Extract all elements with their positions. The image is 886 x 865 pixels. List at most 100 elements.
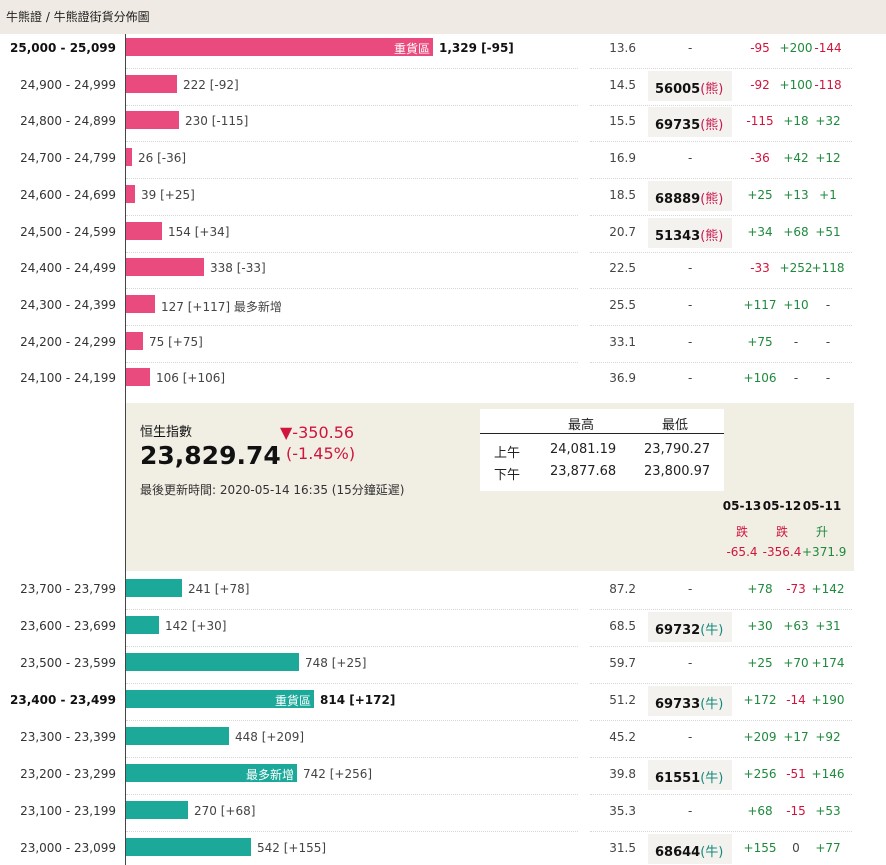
bull-bar[interactable] (126, 801, 188, 819)
am-low: 23,790.27 (644, 442, 711, 457)
row-separator (126, 757, 578, 758)
warrant-code[interactable]: 69732(牛) (655, 619, 723, 638)
warrant-code[interactable]: 61551(牛) (655, 767, 723, 786)
distribution-row[interactable]: 24,700 - 24,799 26 [-36] 16.9 - -36 +42 +12 (0, 148, 886, 167)
outstanding-count: 748 [+25] (305, 656, 367, 670)
am-high: 24,081.19 (550, 442, 617, 457)
distribution-row[interactable]: 24,100 - 24,199 106 [+106] 36.9 - +106 - - (0, 368, 886, 387)
warrant-code[interactable]: 68889(熊) (655, 188, 723, 207)
bull-bar[interactable] (126, 727, 229, 745)
breadcrumb[interactable]: 牛熊證 / 牛熊證街貨分佈圖 (6, 10, 150, 24)
warrant-type-tag: (熊) (700, 82, 724, 97)
code-number[interactable]: 69733 (655, 697, 701, 712)
bear-bar[interactable] (126, 368, 150, 386)
distribution-row[interactable]: 23,700 - 23,799 241 [+78] 87.2 - +78 -73 +142 (0, 579, 886, 598)
bear-bar[interactable] (126, 185, 135, 203)
outstanding-count: 230 [-115] (185, 114, 249, 128)
bear-bar[interactable]: 重貨區 (126, 38, 433, 56)
distribution-row[interactable]: 24,200 - 24,299 75 [+75] 33.1 - +75 - - (0, 332, 886, 351)
code-number[interactable]: 56005 (655, 82, 701, 97)
warrant-code[interactable]: 68644(牛) (655, 841, 723, 860)
bar-inline-label: 重貨區 (393, 42, 430, 56)
distribution-row[interactable]: 24,600 - 24,699 39 [+25] 18.5 68889(熊) +25 +1… (0, 181, 886, 211)
bear-bar[interactable] (126, 332, 143, 350)
distribution-row[interactable]: 23,200 - 23,299 最多新增 742 [+256] 39.8 61551(牛… (0, 760, 886, 790)
code-number[interactable]: 68889 (655, 192, 701, 207)
bull-bar[interactable]: 重貨區 (126, 690, 314, 708)
warrant-code[interactable]: 56005(熊) (655, 78, 723, 97)
bull-bar[interactable] (126, 616, 159, 634)
high-low-header (480, 409, 724, 434)
bull-bar[interactable] (126, 653, 299, 671)
warrant-code[interactable]: 69735(熊) (655, 114, 723, 133)
row-separator (590, 831, 852, 832)
daily-change-c1: +106 (743, 371, 777, 385)
day-direction: 升 (815, 525, 828, 539)
daily-change-c1: +155 (743, 841, 777, 855)
daily-change-c3: +146 (811, 767, 845, 781)
daily-change-c3: - (825, 371, 831, 385)
day-date: 05-12 (762, 499, 802, 513)
bear-bar[interactable] (126, 75, 177, 93)
code-number[interactable]: 51343 (655, 229, 701, 244)
distribution-row[interactable]: 24,500 - 24,599 154 [+34] 20.7 51343(熊) +34 +… (0, 218, 886, 248)
row-separator (590, 757, 852, 758)
row-separator (590, 68, 852, 69)
code-box (648, 760, 732, 790)
bull-bar[interactable]: 最多新增 (126, 764, 297, 782)
index-change: ▼-350.56 (280, 423, 355, 442)
row-separator (126, 325, 578, 326)
distribution-board: 恒生指數 23,829.74 ▼-350.56 (-1.45%) 最後更新時間:… (0, 34, 886, 865)
distribution-row[interactable]: 23,500 - 23,599 748 [+25] 59.7 - +25 +70 +174 (0, 653, 886, 672)
code-box (648, 834, 732, 864)
distribution-row[interactable]: 23,100 - 23,199 270 [+68] 35.3 - +68 -15 +53 (0, 801, 886, 820)
daily-change-c3: -118 (814, 78, 842, 92)
daily-change-c3: +32 (815, 114, 841, 128)
day-direction: 跌 (735, 525, 748, 539)
bear-bar[interactable] (126, 111, 179, 129)
empty-code-dash: - (688, 261, 693, 275)
distance-pct: 31.5 (609, 841, 636, 855)
code-number[interactable]: 61551 (655, 771, 701, 786)
distribution-row[interactable]: 23,300 - 23,399 448 [+209] 45.2 - +209 +17 +92 (0, 727, 886, 746)
distance-pct: 59.7 (609, 656, 636, 670)
code-number[interactable]: 69735 (655, 118, 701, 133)
empty-code-dash: - (688, 298, 693, 312)
warrant-code[interactable]: 69733(牛) (655, 693, 723, 712)
price-range: 24,600 - 24,699 (20, 188, 116, 202)
distribution-row[interactable]: 24,300 - 24,399 127 [+117] 最多新增 25.5 - +117 +… (0, 295, 886, 314)
daily-change-c2: - (793, 335, 799, 349)
outstanding-count: 338 [-33] (210, 261, 266, 275)
distance-pct: 51.2 (609, 693, 636, 707)
row-separator (590, 683, 852, 684)
code-number[interactable]: 69732 (655, 623, 701, 638)
pm-high: 23,877.68 (550, 464, 617, 479)
outstanding-count: 75 [+75] (149, 335, 203, 349)
distribution-row[interactable]: 24,800 - 24,899 230 [-115] 15.5 69735(熊) -11… (0, 107, 886, 137)
distance-pct: 68.5 (609, 619, 636, 633)
bear-bar[interactable] (126, 258, 204, 276)
day-date: 05-11 (802, 499, 842, 513)
row-separator (126, 831, 578, 832)
pm-low: 23,800.97 (644, 464, 711, 479)
distribution-row[interactable]: 24,400 - 24,499 338 [-33] 22.5 - -33 +252 +118 (0, 258, 886, 277)
code-number[interactable]: 68644 (655, 845, 701, 860)
low-header: 最低 (662, 418, 689, 433)
bull-bar[interactable] (126, 579, 182, 597)
distribution-row[interactable]: 23,600 - 23,699 142 [+30] 68.5 69732(牛) +30 +… (0, 612, 886, 642)
bear-bar[interactable] (126, 222, 162, 240)
day-date: 05-13 (722, 499, 762, 513)
bull-bar[interactable] (126, 838, 251, 856)
daily-change-c2: +63 (783, 619, 809, 633)
bear-bar[interactable] (126, 295, 155, 313)
distribution-row[interactable]: 23,000 - 23,099 542 [+155] 31.5 68644(牛) +15… (0, 834, 886, 864)
daily-change-c3: +53 (815, 804, 841, 818)
distribution-row[interactable]: 23,400 - 23,499 重貨區 814 [+172] 51.2 69733(牛)… (0, 686, 886, 716)
outstanding-count: 1,329 [-95] (439, 41, 514, 55)
bear-bar[interactable] (126, 148, 132, 166)
day-direction: 跌 (775, 525, 788, 539)
row-separator (126, 141, 578, 142)
warrant-code[interactable]: 51343(熊) (655, 225, 723, 244)
distribution-row[interactable]: 24,900 - 24,999 222 [-92] 14.5 56005(熊) -92 +… (0, 71, 886, 101)
distribution-row[interactable]: 25,000 - 25,099 重貨區 1,329 [-95] 13.6 - -95 +20… (0, 38, 886, 57)
